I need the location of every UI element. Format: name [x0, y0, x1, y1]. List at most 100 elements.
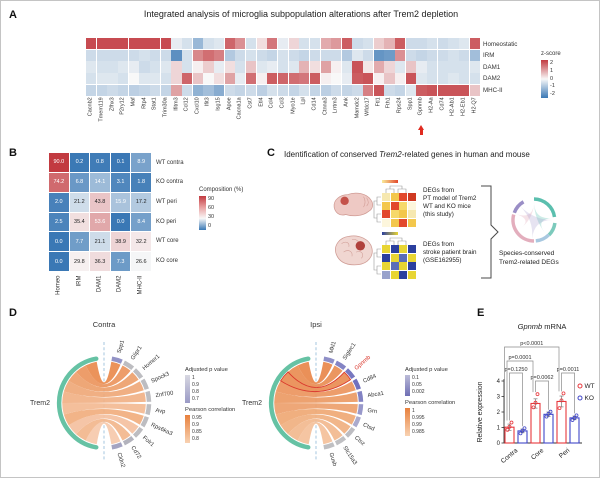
contra-title: Contra: [92, 320, 116, 329]
data-point: [548, 409, 553, 414]
panel-d-label: D: [9, 307, 17, 319]
mini-heatmap-cell: [382, 210, 390, 218]
heatmap-cell: [469, 38, 480, 50]
heatmap-cell: [405, 84, 417, 96]
mini-heatmap-cell: [390, 210, 399, 218]
human-dendrogram-top: [385, 237, 407, 245]
heatmap-cell: [256, 38, 267, 50]
heatmap-cell: [448, 61, 459, 73]
data-point: [509, 420, 514, 425]
composition-cell: 36.3: [90, 252, 110, 271]
gene-label: Cacnb2: [88, 96, 95, 116]
y-tick-label: 2: [497, 410, 501, 416]
heatmap-cell: [469, 49, 480, 61]
data-point: [557, 406, 562, 411]
heatmap-cell: [309, 38, 321, 50]
heatmap-cell: [96, 49, 107, 61]
heatmap-cell: [171, 61, 182, 73]
heatmap-cell: [331, 38, 342, 50]
legend-tick: 90: [208, 196, 215, 202]
gene-label: Cd74: [439, 96, 446, 111]
contra-legends: Adjusted p value 1 0.9 0.8 0.7 Pearson correl…: [185, 363, 237, 443]
panel-c-title-pre: Identification of conserved: [284, 150, 380, 159]
legend-tick: 0: [550, 75, 554, 82]
heatmap-cell: [128, 84, 139, 96]
mini-heatmap-cell: [382, 218, 390, 227]
chord-ribbon: [288, 365, 343, 388]
gene-label: Cxcl10: [194, 96, 201, 114]
human-heatmap-colorbar: [382, 232, 398, 235]
conserved-degs-chord-icon: [511, 197, 557, 243]
chord-ribbon: [297, 361, 333, 385]
heatmap-cell: [139, 38, 150, 50]
heatmap-cell: [427, 73, 438, 85]
chord-gene-label: Ctsd: [362, 422, 375, 432]
mouse-deg-text: DEGs from PT model of Trem2 WT and KO mice…: [423, 187, 476, 219]
trem2-label: Trem2: [30, 400, 50, 407]
heatmap-cell: [149, 84, 161, 96]
heatmap-cell: [299, 49, 310, 61]
chord-gene-label: Folr1: [141, 435, 155, 448]
heatmap-cell: [437, 49, 449, 61]
heatmap-cell: [299, 84, 310, 96]
heatmap-cell: [416, 84, 427, 96]
pvalue-label: p=0.1250: [504, 367, 527, 373]
gene-arc: [357, 404, 364, 416]
heatmap-cell: [299, 38, 310, 50]
legend-tick: 1: [412, 408, 415, 414]
heatmap-cell: [395, 49, 406, 61]
heatmap-cell: [437, 73, 449, 85]
heatmap-cell: [160, 73, 171, 85]
heatmap-cell: [267, 84, 278, 96]
gene-label: Ccl3: [279, 96, 286, 108]
data-point: [546, 411, 551, 416]
gene-label: Gpnmb: [418, 96, 425, 116]
heatmap-cell: [213, 38, 225, 50]
gene-label: Etl4: [258, 96, 265, 107]
heatmap-cell: [309, 84, 321, 96]
legend-tick: 0.1: [412, 375, 419, 381]
gene-label: Ftl1: [375, 96, 382, 107]
y-axis-label: Relative expression: [477, 381, 484, 442]
bar-ko-peri: [569, 417, 580, 444]
heatmap-cell: [181, 38, 193, 50]
legend-tick: 0.95: [192, 415, 202, 421]
legend-title: Pearson correlation: [405, 400, 456, 406]
cluster-label: DAM1: [96, 275, 103, 292]
heatmap-cell: [128, 49, 139, 61]
legend-title: Adjusted p value: [185, 367, 228, 373]
chord-ribbon: [68, 371, 139, 392]
composition-cell: 0.0: [110, 212, 131, 232]
chord-gene-label: Cldn2: [115, 452, 125, 468]
composition-cell: 53.6: [90, 212, 110, 232]
heatmap-cell: [405, 61, 417, 73]
mini-heatmap-cell: [382, 262, 390, 270]
heatmap-cell: [352, 49, 363, 61]
legend-label-ko: KO: [585, 395, 594, 402]
composition-cell: 6.8: [69, 172, 90, 192]
heatmap-cell: [437, 84, 449, 96]
heatmap-cell: [341, 49, 353, 61]
gene-arc: [352, 378, 361, 390]
gene-label: Zfhx3: [109, 96, 116, 111]
caption-line-2: Trem2-related DEGs: [499, 258, 559, 266]
gene-label: Ctnna3: [322, 96, 329, 115]
heatmap-cell: [427, 84, 438, 96]
gene-arc: [334, 360, 347, 371]
heatmap-cell: [437, 38, 449, 50]
heatmap-cell: [192, 38, 203, 50]
heatmap-cell: [427, 49, 438, 61]
legend-tick: 0.9: [192, 422, 199, 428]
data-point: [533, 400, 538, 405]
data-point: [531, 405, 536, 410]
chord-ribbon: [275, 380, 356, 397]
heatmap-cell: [352, 84, 363, 96]
chord-ribbon: [76, 418, 131, 441]
heatmap-cell: [459, 38, 470, 50]
gene-arc: [122, 435, 135, 446]
composition-cell: 1.8: [131, 172, 151, 192]
gene-label: P2ry12: [119, 96, 126, 115]
composition-cell: 7.7: [69, 232, 90, 252]
legend-tick: 0.995: [412, 415, 425, 421]
gene-label: Isg15: [215, 96, 222, 111]
